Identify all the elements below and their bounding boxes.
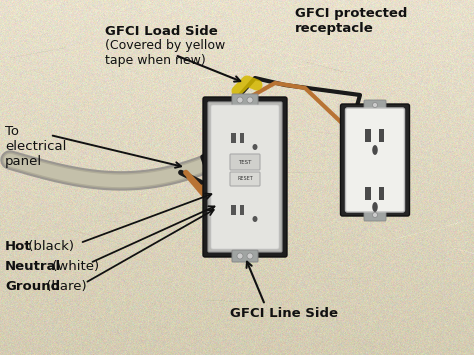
Ellipse shape [253,144,257,150]
Ellipse shape [247,97,253,103]
FancyBboxPatch shape [364,210,386,221]
Bar [240,133,244,143]
Ellipse shape [373,103,377,108]
Text: GFCI Line Side: GFCI Line Side [230,307,338,320]
Bar [240,205,244,215]
Text: (Covered by yellow
tape when new): (Covered by yellow tape when new) [105,39,225,67]
Bar [365,187,371,200]
Ellipse shape [372,202,378,212]
Text: (black): (black) [24,240,73,253]
Ellipse shape [373,213,377,218]
FancyBboxPatch shape [232,94,258,106]
Text: To
electrical
panel: To electrical panel [5,125,66,168]
Text: GFCI protected
receptacle: GFCI protected receptacle [295,7,407,35]
Text: (bare): (bare) [42,280,87,293]
Bar [379,130,384,142]
Bar [231,133,236,143]
FancyBboxPatch shape [208,102,282,252]
Text: (white): (white) [48,260,100,273]
Ellipse shape [237,97,243,103]
Ellipse shape [247,253,253,259]
FancyBboxPatch shape [232,250,258,262]
FancyBboxPatch shape [364,100,386,111]
FancyBboxPatch shape [230,172,260,186]
Bar [379,187,384,200]
Ellipse shape [372,145,378,155]
Text: GFCI Load Side: GFCI Load Side [105,25,218,38]
Text: RESET: RESET [237,176,253,181]
FancyBboxPatch shape [346,108,404,212]
Text: Neutral: Neutral [5,260,61,273]
Text: Hot: Hot [5,240,32,253]
Text: Ground: Ground [5,280,60,293]
FancyBboxPatch shape [203,97,287,257]
Text: TEST: TEST [238,159,252,164]
Ellipse shape [237,253,243,259]
FancyBboxPatch shape [211,105,279,249]
FancyBboxPatch shape [230,154,260,170]
Ellipse shape [253,216,257,222]
Bar [365,130,371,142]
Bar [231,205,236,215]
FancyBboxPatch shape [340,104,410,216]
